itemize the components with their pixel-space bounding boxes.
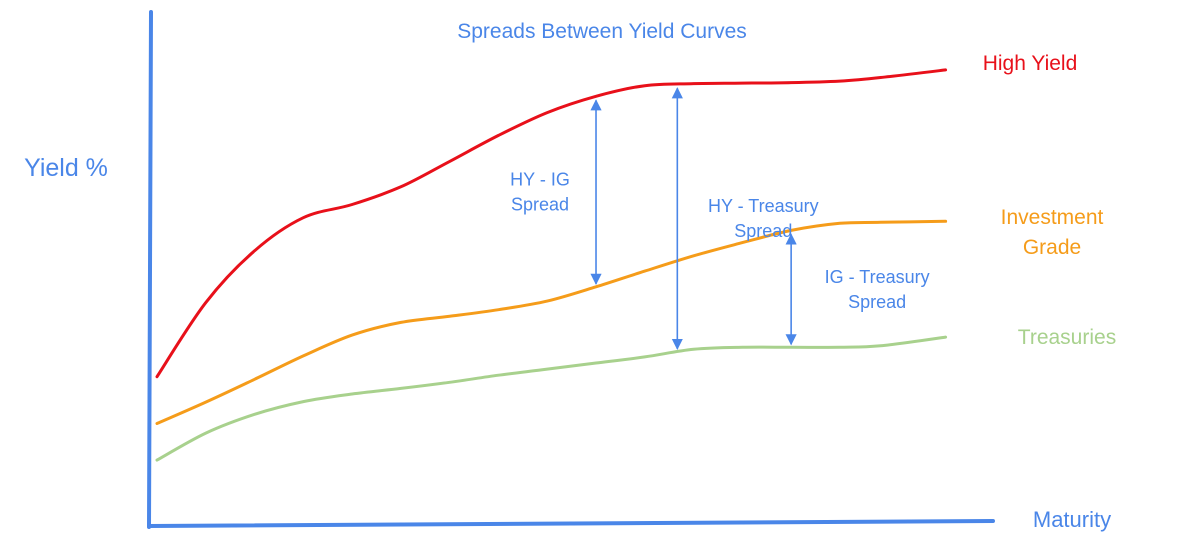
series-line-treasuries xyxy=(155,335,948,462)
spread-label-ig-treasury-line-1: IG - Treasury xyxy=(825,267,930,287)
spread-label-hy-ig-line-1: HY - IG xyxy=(510,170,570,190)
spread-label-hy-treasury-line-1: HY - Treasury xyxy=(708,196,819,216)
x-axis xyxy=(147,519,995,528)
series-label-high-yield-line-1: High Yield xyxy=(983,52,1078,75)
series-line-investment-grade xyxy=(155,219,948,425)
spread-label-hy-ig-line-2: Spread xyxy=(511,195,569,215)
y-axis-label: Yield % xyxy=(24,154,108,182)
series-label-investment-grade-line-2: Grade xyxy=(1023,236,1081,259)
chart-title: Spreads Between Yield Curves xyxy=(457,20,747,43)
spread-label-ig-treasury-line-2: Spread xyxy=(848,292,906,312)
series-layer xyxy=(155,68,948,462)
spread-label-hy-treasury-line-2: Spread xyxy=(734,221,792,241)
series-label-treasuries-line-1: Treasuries xyxy=(1018,326,1116,349)
y-axis xyxy=(147,10,153,529)
x-axis-label: Maturity xyxy=(1033,507,1111,532)
series-label-investment-grade-line-1: Investment xyxy=(1001,206,1104,229)
series-labels: High Yield Investment Grade Treasuries xyxy=(983,52,1116,349)
series-line-high-yield xyxy=(155,68,948,379)
annotation-layer: HY - IG Spread HY - Treasury Spread IG - Tre… xyxy=(510,87,930,350)
